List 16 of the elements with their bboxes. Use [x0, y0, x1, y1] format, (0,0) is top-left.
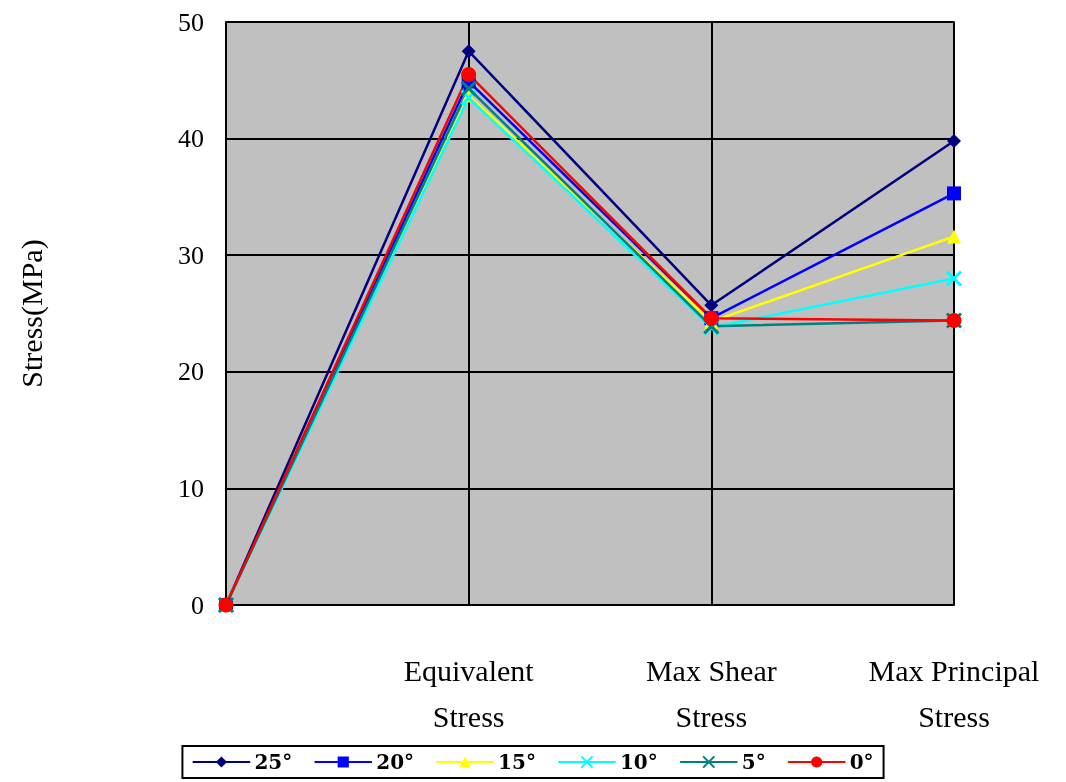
y-tick-label: 50 — [178, 7, 204, 37]
y-tick-label: 20 — [178, 357, 204, 387]
legend-label: 20° — [376, 750, 415, 774]
y-tick-label: 30 — [178, 240, 204, 270]
legend-label: 5° — [741, 750, 766, 774]
y-tick-label: 0 — [191, 590, 204, 620]
x-tick-label: Max Shear Stress — [645, 653, 777, 733]
y-tick-label: 10 — [178, 473, 204, 503]
legend-label: 15° — [498, 750, 536, 774]
legend-label: 0° — [849, 750, 874, 774]
x-tick-label: Equivalent Stress — [403, 653, 535, 733]
y-tick-label: 40 — [178, 124, 204, 154]
y-axis-title: Stress(MPa) — [14, 239, 49, 388]
legend-label: 10° — [619, 750, 658, 774]
legend-label: 25° — [254, 750, 293, 774]
x-tick-label: Max Principal Stress — [868, 653, 1040, 733]
